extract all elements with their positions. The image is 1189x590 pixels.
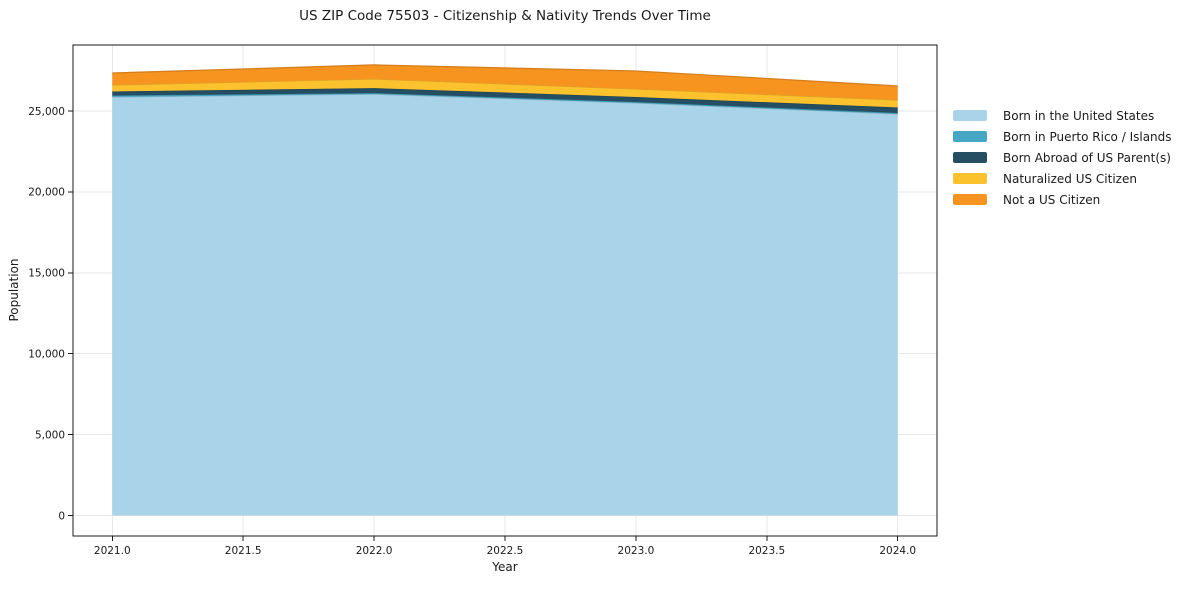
legend-label: Born Abroad of US Parent(s) (1003, 150, 1171, 165)
legend-swatch-not-citizen (953, 194, 987, 205)
area-series-4 (112, 64, 898, 101)
y-tick-label: 5,000 (35, 429, 65, 441)
legend-label: Not a US Citizen (1003, 192, 1101, 207)
x-axis-label: Year (492, 560, 518, 574)
x-tick-label: 2022.5 (487, 545, 524, 557)
y-tick-label: 20,000 (28, 187, 65, 199)
legend-item: Not a US Citizen (953, 189, 1172, 210)
legend-label: Naturalized US Citizen (1003, 171, 1137, 186)
x-tick-label: 2021.0 (94, 545, 131, 557)
y-tick-label: 10,000 (28, 349, 65, 361)
legend-item: Naturalized US Citizen (953, 168, 1172, 189)
legend-swatch-puerto-rico (953, 131, 987, 142)
x-tick-label: 2024.0 (879, 545, 916, 557)
legend-label: Born in Puerto Rico / Islands (1003, 129, 1172, 144)
legend-item: Born Abroad of US Parent(s) (953, 147, 1172, 168)
legend-swatch-born-abroad (953, 152, 987, 163)
area-series-3 (112, 79, 898, 108)
x-tick-label: 2021.5 (225, 545, 262, 557)
y-tick-label: 0 (58, 510, 65, 522)
legend: Born in the United States Born in Puerto… (953, 105, 1172, 210)
legend-swatch-born-us (953, 110, 987, 121)
y-tick-label: 15,000 (28, 268, 65, 280)
x-tick-label: 2023.0 (618, 545, 655, 557)
y-axis-label: Population (7, 258, 21, 322)
legend-item: Born in Puerto Rico / Islands (953, 126, 1172, 147)
area-series-0 (112, 94, 898, 516)
area-edge-4 (112, 64, 898, 87)
legend-label: Born in the United States (1003, 108, 1155, 123)
chart-title: US ZIP Code 75503 - Citizenship & Nativi… (299, 8, 711, 24)
legend-swatch-naturalized (953, 173, 987, 184)
y-tick-label: 25,000 (28, 106, 65, 118)
x-tick-label: 2022.0 (356, 545, 393, 557)
legend-item: Born in the United States (953, 105, 1172, 126)
x-tick-label: 2023.5 (748, 545, 785, 557)
